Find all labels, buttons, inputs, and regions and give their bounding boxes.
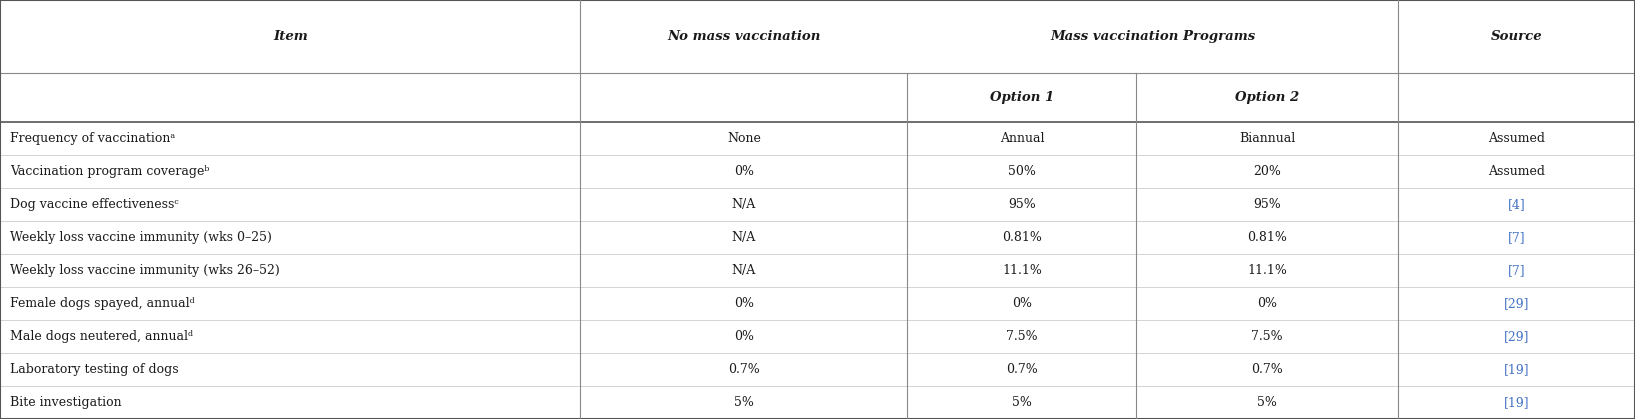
Text: N/A: N/A	[732, 198, 755, 211]
Text: Mass vaccination Programs: Mass vaccination Programs	[1050, 30, 1256, 43]
Text: Dog vaccine effectivenessᶜ: Dog vaccine effectivenessᶜ	[10, 198, 178, 211]
Text: Item: Item	[273, 30, 307, 43]
Text: Assumed: Assumed	[1488, 165, 1545, 178]
Text: 0%: 0%	[734, 330, 754, 343]
Text: 0.81%: 0.81%	[1002, 231, 1041, 244]
Text: Bite investigation: Bite investigation	[10, 396, 121, 409]
Text: 0.7%: 0.7%	[728, 363, 760, 376]
Text: Annual: Annual	[999, 132, 1045, 145]
Text: Female dogs spayed, annualᵈ: Female dogs spayed, annualᵈ	[10, 297, 195, 310]
Text: Source: Source	[1491, 30, 1542, 43]
Text: 5%: 5%	[1012, 396, 1032, 409]
Text: No mass vaccination: No mass vaccination	[667, 30, 821, 43]
Text: 50%: 50%	[1007, 165, 1037, 178]
Text: N/A: N/A	[732, 264, 755, 277]
Text: 0.7%: 0.7%	[1251, 363, 1283, 376]
Text: N/A: N/A	[732, 231, 755, 244]
Text: 7.5%: 7.5%	[1006, 330, 1038, 343]
Text: [29]: [29]	[1504, 330, 1529, 343]
Text: 7.5%: 7.5%	[1251, 330, 1283, 343]
Text: Frequency of vaccinationᵃ: Frequency of vaccinationᵃ	[10, 132, 175, 145]
Text: 95%: 95%	[1254, 198, 1280, 211]
Text: 0.81%: 0.81%	[1248, 231, 1287, 244]
Text: Weekly loss vaccine immunity (wks 26–52): Weekly loss vaccine immunity (wks 26–52)	[10, 264, 280, 277]
Text: 5%: 5%	[1257, 396, 1277, 409]
Text: Weekly loss vaccine immunity (wks 0–25): Weekly loss vaccine immunity (wks 0–25)	[10, 231, 271, 244]
Text: Biannual: Biannual	[1239, 132, 1295, 145]
Text: 0%: 0%	[1257, 297, 1277, 310]
Text: None: None	[728, 132, 760, 145]
Text: 95%: 95%	[1009, 198, 1035, 211]
Text: [19]: [19]	[1504, 363, 1529, 376]
Text: 11.1%: 11.1%	[1248, 264, 1287, 277]
Text: 0%: 0%	[734, 165, 754, 178]
Text: Laboratory testing of dogs: Laboratory testing of dogs	[10, 363, 178, 376]
Text: 0%: 0%	[1012, 297, 1032, 310]
Text: [7]: [7]	[1507, 264, 1525, 277]
Text: 0.7%: 0.7%	[1006, 363, 1038, 376]
Text: Option 1: Option 1	[989, 91, 1055, 104]
Text: 11.1%: 11.1%	[1002, 264, 1041, 277]
Text: [29]: [29]	[1504, 297, 1529, 310]
Text: Male dogs neutered, annualᵈ: Male dogs neutered, annualᵈ	[10, 330, 193, 343]
Text: [19]: [19]	[1504, 396, 1529, 409]
Text: Option 2: Option 2	[1234, 91, 1300, 104]
Text: Assumed: Assumed	[1488, 132, 1545, 145]
Text: Vaccination program coverageᵇ: Vaccination program coverageᵇ	[10, 165, 209, 178]
Text: 0%: 0%	[734, 297, 754, 310]
Text: [7]: [7]	[1507, 231, 1525, 244]
Text: 5%: 5%	[734, 396, 754, 409]
Text: [4]: [4]	[1507, 198, 1525, 211]
Text: 20%: 20%	[1252, 165, 1282, 178]
